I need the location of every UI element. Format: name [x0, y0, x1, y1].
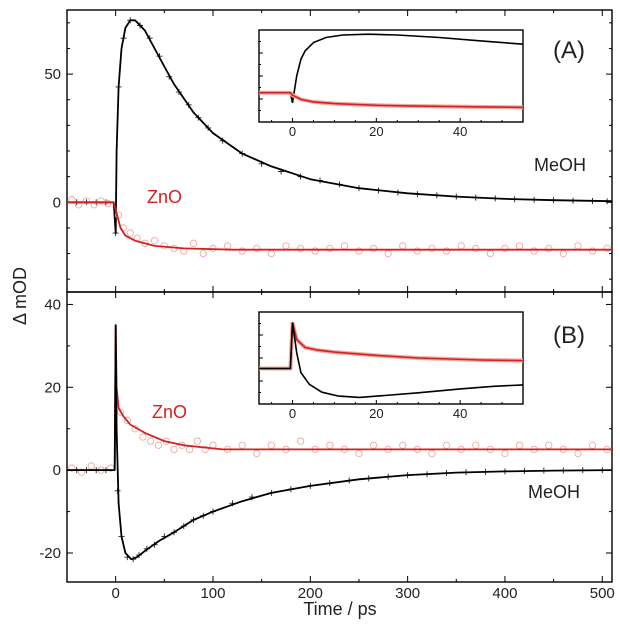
zno-data-point: [190, 240, 196, 246]
panel-b: 40 20 0 -20 (B) ZnO MeOH 0 20 40: [39, 292, 612, 582]
panel-a-zno-label: ZnO: [147, 187, 182, 207]
panel-a-meoh-label: MeOH: [534, 155, 586, 175]
x-tick-label: 0: [111, 585, 119, 602]
y-axis-label: Δ mOD: [10, 267, 30, 325]
zno-data-point: [98, 198, 104, 204]
inset-x-tick-label: 20: [369, 124, 383, 139]
zno-data-point: [171, 446, 177, 452]
zno-data-point: [88, 463, 94, 469]
panel-a-series: [67, 17, 612, 256]
x-axis-ticks: 0 100 200 300 400 500: [67, 10, 615, 602]
panel-b-zno-label: ZnO: [152, 402, 187, 422]
zno-data-point: [327, 245, 333, 251]
y-tick-label: 0: [53, 462, 61, 479]
zno-data-point: [604, 245, 610, 251]
zno-data-point: [502, 245, 508, 251]
zno-data-point: [155, 442, 161, 448]
panel-b-inset: 0 20 40: [259, 312, 523, 421]
zno-data-point: [487, 250, 493, 256]
zno-data-point: [194, 438, 200, 444]
zno-data-point: [268, 442, 274, 448]
zno-data-point: [297, 438, 303, 444]
panel-a-inset: 0 20 40: [259, 30, 523, 139]
zno-data-point: [127, 230, 133, 236]
zno-data-point: [356, 248, 362, 254]
y-tick-label: -20: [39, 545, 61, 562]
zno-data-point: [575, 243, 581, 249]
zno-data-point: [200, 250, 206, 256]
zno-data-point: [400, 243, 406, 249]
zno-data-point: [224, 243, 230, 249]
zno-data-point: [429, 245, 435, 251]
inset-x-tick-label: 40: [453, 406, 467, 421]
zno-data-point: [589, 248, 595, 254]
x-tick-label: 400: [492, 585, 517, 602]
meoh-inset-line: [259, 34, 523, 103]
zno-data-point: [370, 442, 376, 448]
y-tick-label: 20: [44, 379, 61, 396]
panel-b-meoh-label: MeOH: [528, 482, 580, 502]
meoh-fit-line: [67, 325, 612, 559]
y-tick-label: 50: [44, 66, 61, 83]
x-tick-label: 100: [200, 585, 225, 602]
zno-data-point: [297, 245, 303, 251]
zno-data-point: [327, 442, 333, 448]
zno-data-point: [458, 243, 464, 249]
zno-data-point: [385, 250, 391, 256]
zno-data-point: [575, 450, 581, 456]
zno-data-point: [414, 248, 420, 254]
inset-x-tick-label: 0: [289, 124, 296, 139]
zno-data-point: [546, 442, 552, 448]
zno-data-point: [516, 442, 522, 448]
inset-x-tick-label: 40: [453, 124, 467, 139]
zno-data-point: [140, 434, 146, 440]
panel-b-series: [67, 325, 612, 562]
zno-data-point: [151, 238, 157, 244]
zno-data-point: [589, 442, 595, 448]
inset-x-tick-label: 20: [369, 406, 383, 421]
zno-data-point: [147, 438, 153, 444]
panel-a-label: (A): [553, 37, 585, 64]
zno-data-point: [429, 450, 435, 456]
zno-data-point: [400, 442, 406, 448]
zno-data-point: [283, 243, 289, 249]
zno-data-point: [356, 450, 362, 456]
zno-data-point: [268, 250, 274, 256]
panel-b-frame: [67, 292, 612, 582]
zno-data-point: [239, 442, 245, 448]
zno-data-point: [516, 243, 522, 249]
y-tick-label: 0: [53, 194, 61, 211]
x-axis-label: Time / ps: [303, 599, 376, 619]
zno-data-point: [560, 250, 566, 256]
zno-data-point: [341, 243, 347, 249]
zno-data-point: [186, 446, 192, 452]
zno-data-point: [546, 245, 552, 251]
y-tick-label: 40: [44, 296, 61, 313]
zno-data-point: [502, 450, 508, 456]
zno-data-point: [254, 245, 260, 251]
zno-fit-line: [67, 202, 612, 249]
zno-data-point: [254, 450, 260, 456]
zno-data-point: [473, 245, 479, 251]
zno-data-point: [443, 248, 449, 254]
panel-a-axis-ticks: 50 0: [44, 23, 612, 279]
zno-data-point: [473, 442, 479, 448]
inset-x-tick-label: 0: [289, 406, 296, 421]
panel-b-label: (B): [553, 322, 585, 349]
zno-data-point: [531, 248, 537, 254]
x-tick-label: 500: [590, 585, 615, 602]
zno-data-point: [443, 442, 449, 448]
panel-a: 50 0 (A) MeOH ZnO 0 20 40: [44, 10, 612, 292]
zno-data-point: [370, 245, 376, 251]
panel-b-axis-ticks: 40 20 0 -20: [39, 296, 612, 562]
zno-data-point: [312, 248, 318, 254]
zno-data-point: [239, 248, 245, 254]
zno-fit-line: [67, 325, 612, 470]
x-tick-label: 300: [395, 585, 420, 602]
